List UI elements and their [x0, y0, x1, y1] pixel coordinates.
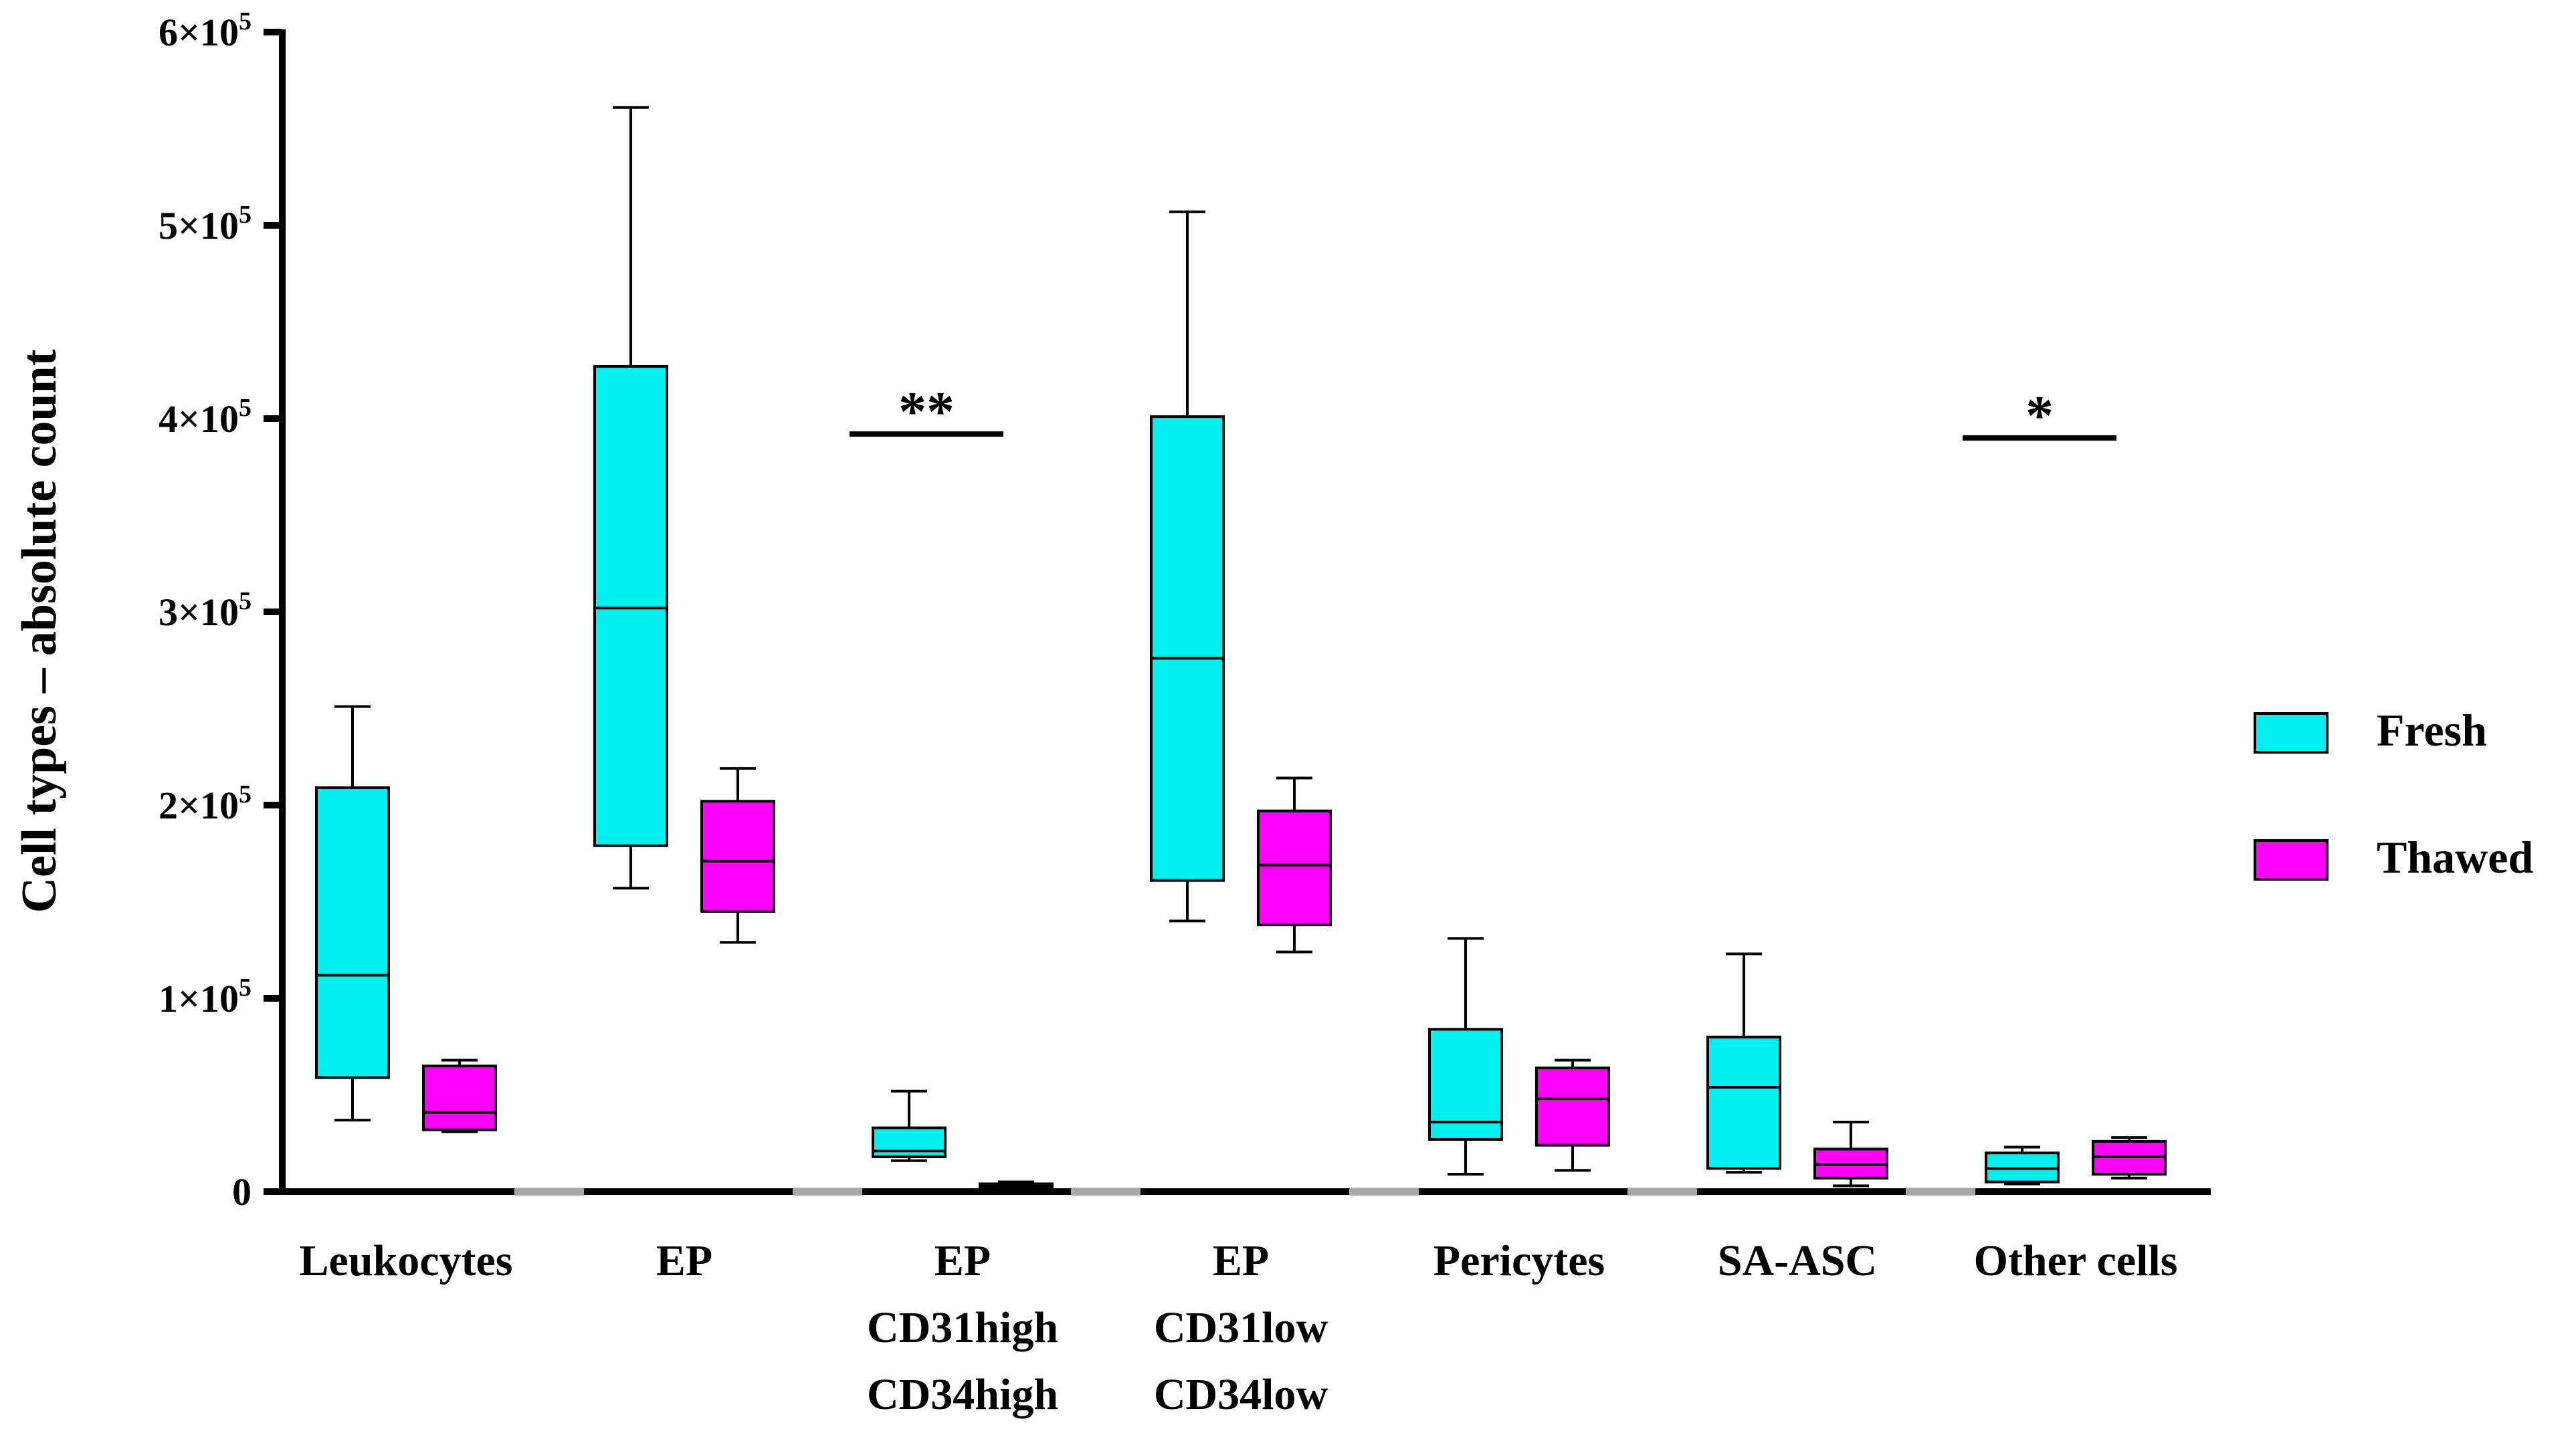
- thawed-box: [422, 1065, 497, 1131]
- y-tick-label: 5×105: [159, 201, 252, 247]
- legend-swatch-fresh: [2254, 712, 2329, 754]
- category-label: Other cells: [1974, 1236, 2178, 1285]
- y-tick-label: 1×105: [159, 974, 252, 1020]
- category-label: Leukocytes: [300, 1236, 513, 1285]
- y-tick-label: 3×105: [159, 587, 252, 634]
- legend: Fresh Thawed: [2254, 705, 2533, 883]
- significance-label: *: [2025, 384, 2054, 447]
- box-marks: ** *: [315, 106, 2167, 1192]
- fresh-box: [1150, 415, 1225, 882]
- legend-label-thawed: Thawed: [2377, 832, 2533, 883]
- legend-label-fresh: Fresh: [2377, 705, 2487, 756]
- thawed-box: [1535, 1067, 1610, 1147]
- category-label: CD34low: [1154, 1370, 1328, 1419]
- y-tick-label: 0: [232, 1170, 252, 1214]
- y-tick-label: 4×105: [159, 394, 252, 441]
- category-label: EP: [656, 1236, 712, 1285]
- category-label: CD31low: [1154, 1303, 1328, 1352]
- axes: 0 1×105 2×105 3×105 4×105 5×105 6×105 Leukocyte…: [159, 7, 2211, 1419]
- y-tick-label: 6×105: [159, 7, 252, 54]
- y-axis-label: Cell types – absolute count: [12, 349, 67, 913]
- category-label: EP: [1213, 1236, 1269, 1285]
- thawed-box: [1257, 809, 1332, 927]
- fresh-box: [1706, 1035, 1781, 1170]
- significance-label: **: [898, 380, 955, 443]
- fresh-box: [593, 364, 668, 847]
- fresh-box: [872, 1126, 947, 1158]
- category-label: CD31high: [867, 1303, 1058, 1352]
- thawed-box: [700, 800, 775, 913]
- category-label: CD34high: [867, 1370, 1058, 1419]
- y-tick-label: 2×105: [159, 780, 252, 827]
- fresh-box: [315, 786, 390, 1079]
- category-label: Pericytes: [1433, 1236, 1605, 1285]
- legend-swatch-thawed: [2254, 839, 2329, 881]
- category-label: SA-ASC: [1718, 1236, 1877, 1285]
- category-label: EP: [934, 1236, 991, 1285]
